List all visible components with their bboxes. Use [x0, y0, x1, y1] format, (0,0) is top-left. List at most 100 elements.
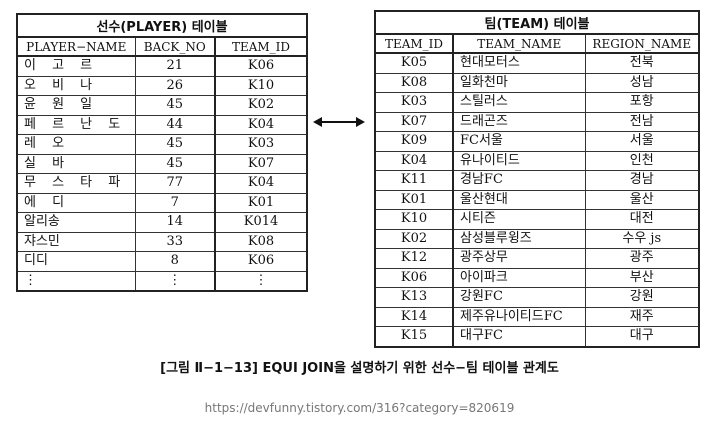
region-name-cell: 재주 [584, 306, 700, 327]
player-name-cell: 알리송 [16, 212, 136, 233]
team-id-cell: K12 [374, 248, 454, 269]
team-id-cell: K02 [213, 95, 308, 116]
team-col-header-region-name: REGION_NAME [584, 33, 700, 54]
back-no-cell: 45 [134, 153, 216, 174]
back-no-cell: 7 [134, 192, 216, 213]
player-name-cell: 쟈스민 [16, 231, 136, 252]
table-row: K13 강원FC 강원 [374, 287, 700, 308]
back-no-cell: 77 [134, 173, 216, 194]
table-row: 디디 8 K06 [16, 251, 308, 272]
team-col-header-team-id: TEAM_ID [374, 33, 454, 54]
player-name-cell: ⋮ [16, 270, 136, 292]
team-name-cell: 드래곤즈 [452, 111, 586, 132]
team-id-cell: K02 [374, 228, 454, 249]
team-id-cell: K06 [213, 55, 308, 77]
team-id-cell: K05 [374, 52, 454, 74]
team-id-cell: K14 [374, 306, 454, 327]
back-no-cell: 26 [134, 75, 216, 96]
team-id-cell: K06 [374, 267, 454, 288]
team-name-cell: 경남FC [452, 170, 586, 191]
team-id-cell: K014 [213, 212, 308, 233]
player-name-cell: 실 바 [16, 153, 136, 174]
team-id-cell: K08 [213, 231, 308, 252]
region-name-cell: 수우 js [584, 228, 700, 249]
team-table-title: 팀(TEAM) 테이블 [373, 10, 701, 35]
player-name-cell: 레 오 [16, 134, 136, 155]
table-row: 오 비 나 26 K10 [16, 75, 308, 96]
table-row: K06 아이파크 부산 [374, 267, 700, 288]
team-name-cell: 스틸러스 [452, 92, 586, 113]
team-id-cell: K04 [374, 150, 454, 171]
table-row: K03 스틸러스 포항 [374, 92, 700, 113]
region-name-cell: 경남 [584, 170, 700, 191]
team-col-header-team-name: TEAM_NAME [452, 33, 586, 54]
region-name-cell: 광주 [584, 248, 700, 269]
table-row: K02 삼성블루윙즈 수우 js [374, 228, 700, 249]
team-id-cell: K01 [213, 192, 308, 213]
team-name-cell: 현대모터스 [452, 52, 586, 74]
table-row: K01 울산현대 울산 [374, 189, 700, 210]
table-row: K15 대구FC 대구 [374, 326, 700, 347]
back-no-cell: 45 [134, 95, 216, 116]
team-id-cell: K10 [374, 209, 454, 230]
region-name-cell: 포항 [584, 92, 700, 113]
table-row: 알리송 14 K014 [16, 212, 308, 233]
team-id-cell: K09 [374, 131, 454, 152]
team-id-cell: K04 [213, 173, 308, 194]
team-name-cell: 울산현대 [452, 189, 586, 210]
table-row: K09 FC서울 서울 [374, 131, 700, 152]
table-row: K12 광주상무 광주 [374, 248, 700, 269]
source-url: https://devfunny.tistory.com/316?categor… [204, 401, 515, 415]
team-id-cell: K03 [374, 92, 454, 113]
back-no-cell: 8 [134, 251, 216, 272]
team-id-cell: K07 [374, 111, 454, 132]
team-id-cell: K15 [374, 326, 454, 347]
region-name-cell: 대전 [584, 209, 700, 230]
region-name-cell: 울산 [584, 189, 700, 210]
team-id-cell: K08 [374, 72, 454, 93]
team-id-cell: ⋮ [213, 270, 308, 292]
region-name-cell: 성남 [584, 72, 700, 93]
team-name-cell: 강원FC [452, 287, 586, 308]
team-id-cell: K13 [374, 287, 454, 308]
team-name-cell: 삼성블루윙즈 [452, 228, 586, 249]
region-name-cell: 서울 [584, 131, 700, 152]
team-name-cell: 유나이티드 [452, 150, 586, 171]
table-row: 에 디 7 K01 [16, 192, 308, 213]
team-id-cell: K01 [374, 189, 454, 210]
team-id-cell: K07 [213, 153, 308, 174]
table-row: K14 제주유나이티드FC 재주 [374, 306, 700, 327]
region-name-cell: 인천 [584, 150, 700, 171]
team-name-cell: 광주상무 [452, 248, 586, 269]
player-col-header-team-id: TEAM_ID [213, 36, 308, 57]
player-name-cell: 무 스 타 파 [16, 173, 136, 194]
player-table-title: 선수(PLAYER) 테이블 [15, 13, 309, 38]
back-no-cell: 33 [134, 231, 216, 252]
region-name-cell: 전북 [584, 52, 700, 74]
player-table: 선수(PLAYER) 테이블 PLAYER−NAME BACK_NO TEAM_… [15, 13, 309, 292]
player-col-header-name: PLAYER−NAME [16, 36, 136, 57]
table-row: 실 바 45 K07 [16, 153, 308, 174]
player-name-cell: 윤 원 일 [16, 95, 136, 116]
table-row: K11 경남FC 경남 [374, 170, 700, 191]
table-row: 쟈스민 33 K08 [16, 231, 308, 252]
region-name-cell: 전남 [584, 111, 700, 132]
player-name-cell: 페 르 난 도 [16, 114, 136, 135]
player-name-cell: 이 고 르 [16, 55, 136, 77]
table-row: 무 스 타 파 77 K04 [16, 173, 308, 194]
back-no-cell: 21 [134, 55, 216, 77]
team-id-cell: K04 [213, 114, 308, 135]
table-row: K07 드래곤즈 전남 [374, 111, 700, 132]
player-name-cell: 에 디 [16, 192, 136, 213]
back-no-cell: 45 [134, 134, 216, 155]
table-row: 이 고 르 21 K06 [16, 55, 308, 77]
team-name-cell: 제주유나이티드FC [452, 306, 586, 327]
back-no-cell: 44 [134, 114, 216, 135]
table-row: K10 시티즌 대전 [374, 209, 700, 230]
team-name-cell: 아이파크 [452, 267, 586, 288]
team-name-cell: FC서울 [452, 131, 586, 152]
region-name-cell: 부산 [584, 267, 700, 288]
figure-caption: [그림 Ⅱ−1−13] EQUI JOIN을 설명하기 위한 선수−팀 테이블 … [160, 361, 559, 376]
player-name-cell: 디디 [16, 251, 136, 272]
table-row: 윤 원 일 45 K02 [16, 95, 308, 116]
